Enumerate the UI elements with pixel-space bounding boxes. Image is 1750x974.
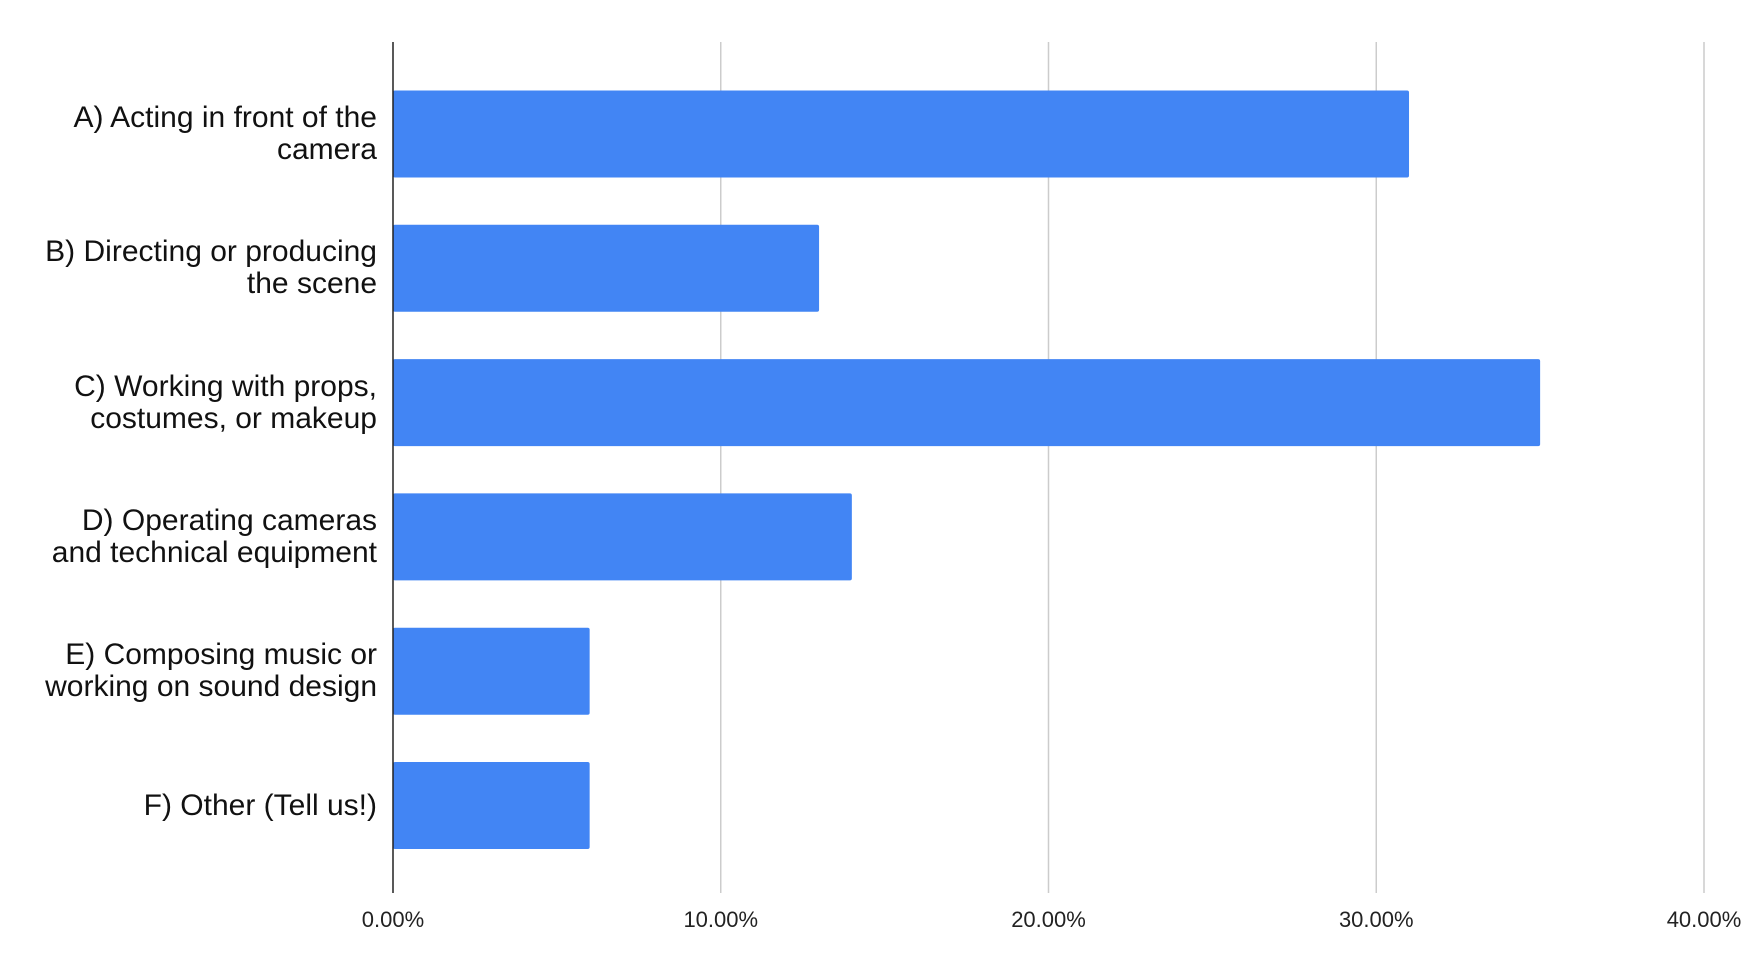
y-tick-label: C) Working with props, costumes, or make…: [74, 369, 377, 435]
bar: [393, 224, 820, 312]
bar: [393, 627, 590, 715]
y-tick-label: D) Operating cameras and technical equip…: [51, 503, 377, 569]
y-tick-label: A) Acting in front of the camera: [73, 101, 377, 166]
bar: [393, 762, 590, 849]
x-tick-label: 10.00%: [683, 907, 758, 932]
y-tick-label: B) Directing or producing the scene: [45, 235, 377, 301]
x-tick-label: 30.00%: [1339, 907, 1414, 932]
x-tick-label: 0.00%: [362, 907, 424, 932]
y-tick-label: E) Composing music or working on sound d…: [45, 638, 377, 704]
x-tick-label: 40.00%: [1667, 907, 1742, 932]
bar: [393, 359, 1541, 447]
bar: [393, 493, 852, 581]
y-tick-label: F) Other (Tell us!): [143, 788, 377, 822]
bar: [393, 90, 1410, 178]
x-tick-label: 20.00%: [1011, 907, 1086, 932]
